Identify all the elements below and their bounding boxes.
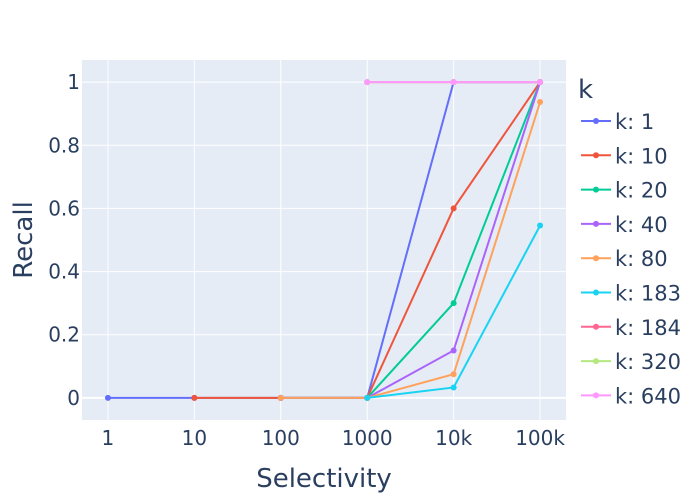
data-point — [364, 79, 371, 86]
y-tick-label: 0.6 — [48, 196, 80, 220]
legend-swatch-marker — [593, 323, 599, 330]
x-axis-title: Selectivity — [256, 464, 392, 494]
y-tick-label: 0.8 — [48, 133, 80, 157]
legend-swatch-marker — [593, 186, 599, 193]
x-tick-label: 100k — [515, 426, 565, 450]
data-point — [277, 394, 284, 401]
data-point — [104, 394, 111, 401]
legend[interactable]: k k: 1 k: 10 k: 20 k: 40 k: 80 k: 183 k: 184 k:… — [578, 75, 681, 408]
legend-label: k: 40 — [615, 213, 668, 237]
legend-label: k: 10 — [615, 144, 668, 168]
data-point — [364, 394, 371, 401]
legend-item-k-10[interactable]: k: 10 — [581, 144, 668, 168]
legend-label: k: 640 — [615, 384, 681, 408]
x-tick-label: 1000 — [342, 426, 393, 450]
y-axis-ticks: 0 0.2 0.4 0.6 0.8 1 — [48, 70, 80, 410]
legend-title: k — [578, 75, 593, 105]
y-tick-label: 0.2 — [48, 323, 80, 347]
series-k-183[interactable] — [364, 222, 544, 401]
data-point — [450, 79, 457, 86]
x-tick-label: 10 — [182, 426, 207, 450]
legend-item-k-1[interactable]: k: 1 — [581, 110, 654, 134]
x-tick-label: 100 — [262, 426, 300, 450]
data-point — [537, 79, 544, 86]
legend-swatch-marker — [593, 358, 599, 365]
legend-label: k: 20 — [615, 179, 668, 203]
legend-swatch-marker — [593, 289, 599, 296]
legend-label: k: 320 — [615, 350, 681, 374]
y-tick-label: 1 — [67, 70, 80, 94]
plot-area — [82, 60, 566, 420]
legend-swatch-marker — [593, 152, 599, 159]
series-layer — [104, 79, 544, 401]
series-k-640[interactable] — [364, 79, 544, 86]
legend-label: k: 183 — [615, 282, 681, 306]
x-tick-label: 1 — [102, 426, 115, 450]
legend-swatch-marker — [593, 118, 599, 124]
legend-item-k-80[interactable]: k: 80 — [581, 247, 668, 271]
y-tick-label: 0.4 — [48, 260, 80, 284]
legend-item-k-184[interactable]: k: 184 — [581, 316, 681, 340]
x-tick-label: 10k — [435, 426, 472, 450]
legend-swatch-marker — [593, 392, 599, 399]
data-point — [191, 394, 198, 401]
data-point — [537, 99, 544, 105]
legend-item-k-183[interactable]: k: 183 — [581, 282, 681, 306]
data-point — [537, 222, 544, 229]
legend-label: k: 1 — [615, 110, 654, 134]
legend-swatch-marker — [593, 255, 599, 262]
data-point — [450, 371, 457, 378]
legend-label: k: 184 — [615, 316, 681, 340]
series-line — [280, 101, 542, 399]
data-point — [450, 300, 457, 307]
legend-label: k: 80 — [615, 247, 668, 271]
legend-swatch-marker — [593, 220, 599, 227]
x-axis-ticks: 1 10 100 1000 10k 100k — [102, 426, 566, 450]
y-axis-title: Recall — [9, 201, 39, 279]
legend-item-k-20[interactable]: k: 20 — [581, 179, 668, 203]
y-tick-label: 0 — [67, 386, 80, 410]
legend-item-k-320[interactable]: k: 320 — [581, 350, 681, 374]
legend-item-k-40[interactable]: k: 40 — [581, 213, 668, 237]
data-point — [450, 205, 457, 212]
data-point — [450, 347, 457, 354]
legend-item-k-640[interactable]: k: 640 — [581, 384, 681, 408]
data-point — [450, 384, 457, 391]
